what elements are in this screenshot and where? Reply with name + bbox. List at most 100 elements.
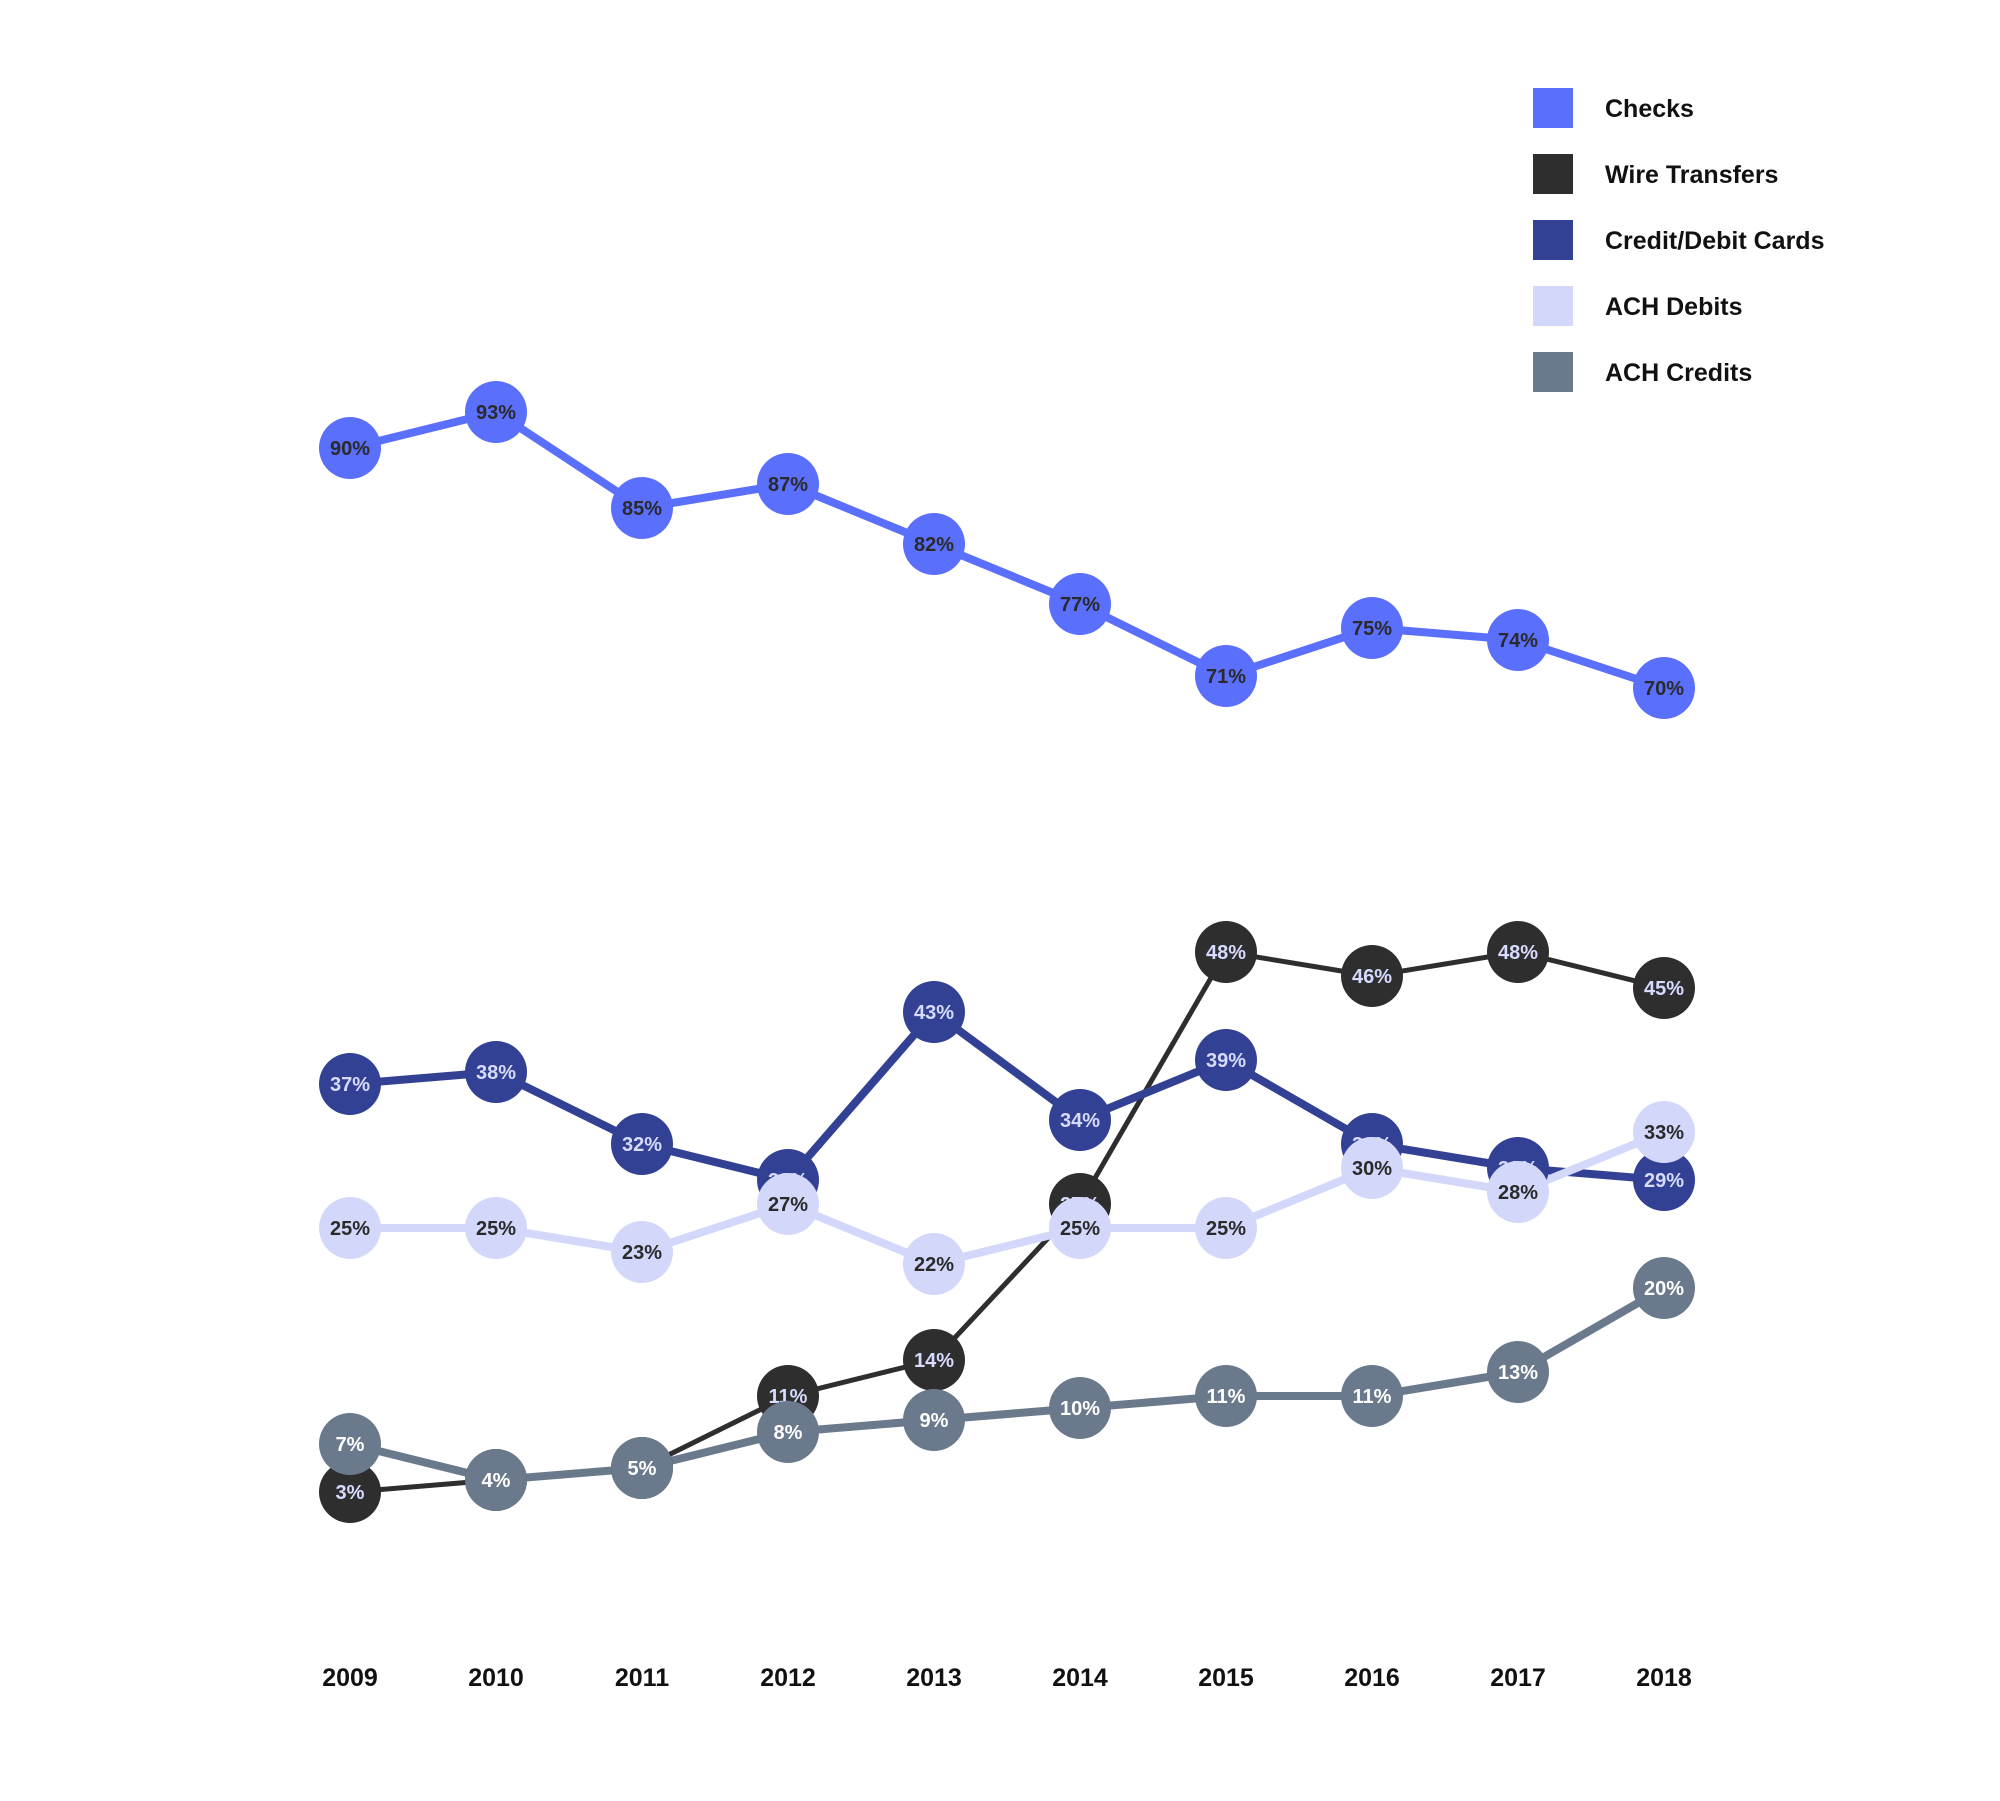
data-point-wire-transfers <box>1487 921 1549 983</box>
data-point-checks <box>1487 609 1549 671</box>
data-label-ach-debits: 25% <box>476 1218 516 1240</box>
data-point-checks <box>319 417 381 479</box>
data-point-ach-debits <box>1049 1197 1111 1259</box>
legend-swatch-ach-debits <box>1533 286 1573 326</box>
x-tick-label: 2011 <box>615 1664 669 1692</box>
legend-label-checks: Checks <box>1605 95 1694 123</box>
data-point-ach-credits <box>611 1437 673 1499</box>
legend: Checks Wire Transfers Credit/Debit Cards AC… <box>1533 88 1824 392</box>
x-tick-label: 2013 <box>906 1664 962 1692</box>
data-label-ach-debits: 25% <box>330 1218 370 1240</box>
data-point-credit-debit-cards <box>1195 1029 1257 1091</box>
data-label-credit-debit-cards: 32% <box>622 1134 662 1156</box>
legend-swatch-checks <box>1533 88 1573 128</box>
data-label-ach-credits: 8% <box>774 1422 803 1444</box>
legend-swatch-wire-transfers <box>1533 154 1573 194</box>
x-tick-label: 2016 <box>1344 1664 1400 1692</box>
data-label-wire-transfers: 48% <box>1206 942 1246 964</box>
data-label-wire-transfers: 48% <box>1498 942 1538 964</box>
data-label-ach-debits: 28% <box>1498 1182 1538 1204</box>
data-point-ach-credits <box>465 1449 527 1511</box>
data-point-ach-credits <box>1487 1341 1549 1403</box>
data-point-ach-credits <box>319 1413 381 1475</box>
data-point-ach-debits <box>757 1173 819 1235</box>
data-label-credit-debit-cards: 38% <box>476 1062 516 1084</box>
data-label-checks: 90% <box>330 438 370 460</box>
data-label-ach-credits: 11% <box>1353 1386 1392 1408</box>
data-point-credit-debit-cards <box>611 1113 673 1175</box>
data-point-ach-credits <box>1195 1365 1257 1427</box>
series-line-ach-credits <box>346 1284 1668 1484</box>
data-point-wire-transfers <box>1195 921 1257 983</box>
data-label-ach-credits: 10% <box>1060 1398 1100 1420</box>
data-label-checks: 82% <box>914 534 954 556</box>
data-label-ach-credits: 5% <box>628 1458 657 1480</box>
data-label-checks: 93% <box>476 402 516 424</box>
data-point-ach-debits <box>903 1233 965 1295</box>
data-label-ach-credits: 4% <box>482 1470 511 1492</box>
data-label-wire-transfers: 46% <box>1352 966 1392 988</box>
series-line-ach-debits <box>346 1128 1668 1268</box>
series-markers: 90% 93% 85% 87% 82% 77% 71% 75% 74% 70% 3% 4% 5% 11% 1… <box>319 381 1695 1523</box>
x-tick-label: 2017 <box>1490 1664 1546 1692</box>
data-label-checks: 71% <box>1206 666 1246 688</box>
series-line-credit-debit-cards <box>346 1008 1668 1184</box>
legend-label-credit-debit-cards: Credit/Debit Cards <box>1605 227 1824 255</box>
x-tick-label: 2015 <box>1198 1664 1254 1692</box>
data-point-checks <box>1049 573 1111 635</box>
data-label-wire-transfers: 45% <box>1644 978 1684 1000</box>
x-tick-label: 2010 <box>468 1664 524 1692</box>
x-tick-label: 2012 <box>760 1664 816 1692</box>
data-point-checks <box>611 477 673 539</box>
data-point-ach-credits <box>757 1401 819 1463</box>
data-point-checks <box>1633 657 1695 719</box>
data-label-checks: 70% <box>1644 678 1684 700</box>
data-label-credit-debit-cards: 37% <box>330 1074 370 1096</box>
data-label-ach-debits: 33% <box>1644 1122 1684 1144</box>
data-point-wire-transfers <box>319 1461 381 1523</box>
series-line-checks <box>346 408 1668 692</box>
data-point-checks <box>1195 645 1257 707</box>
data-point-wire-transfers <box>1633 957 1695 1019</box>
data-point-ach-debits <box>1487 1161 1549 1223</box>
data-label-checks: 77% <box>1060 594 1100 616</box>
data-point-ach-debits <box>1633 1101 1695 1163</box>
data-point-credit-debit-cards <box>1633 1149 1695 1211</box>
legend-label-wire-transfers: Wire Transfers <box>1605 161 1778 189</box>
series-points-ach-credits: 7% 4% 5% 8% 9% 10% 11% 11% 13% 20% <box>319 1257 1695 1511</box>
data-point-ach-credits <box>1341 1365 1403 1427</box>
data-point-ach-debits <box>1341 1137 1403 1199</box>
x-tick-label: 2009 <box>322 1664 378 1692</box>
legend-label-ach-credits: ACH Credits <box>1605 359 1752 387</box>
data-label-credit-debit-cards: 43% <box>914 1002 954 1024</box>
x-tick-label: 2014 <box>1052 1664 1108 1692</box>
data-point-wire-transfers <box>1341 945 1403 1007</box>
data-label-ach-debits: 25% <box>1206 1218 1246 1240</box>
data-label-credit-debit-cards: 34% <box>1060 1110 1100 1132</box>
data-point-checks <box>465 381 527 443</box>
data-point-checks <box>903 513 965 575</box>
data-point-ach-debits <box>465 1197 527 1259</box>
data-label-checks: 87% <box>768 474 808 496</box>
data-point-checks <box>757 453 819 515</box>
data-point-checks <box>1341 597 1403 659</box>
legend-swatch-ach-credits <box>1533 352 1573 392</box>
data-label-ach-debits: 23% <box>622 1242 662 1264</box>
data-label-ach-debits: 22% <box>914 1254 954 1276</box>
data-label-ach-credits: 7% <box>336 1434 365 1456</box>
data-point-ach-credits <box>903 1389 965 1451</box>
data-point-credit-debit-cards <box>1049 1089 1111 1151</box>
data-point-credit-debit-cards <box>465 1041 527 1103</box>
data-label-wire-transfers: 3% <box>336 1482 365 1504</box>
series-lines <box>346 408 1668 1495</box>
x-axis: 2009 2010 2011 2012 2013 2014 2015 2016 2017 2018 <box>322 1664 1692 1692</box>
data-point-ach-debits <box>319 1197 381 1259</box>
data-label-ach-debits: 27% <box>768 1194 808 1216</box>
data-label-checks: 85% <box>622 498 662 520</box>
data-label-wire-transfers: 14% <box>914 1350 954 1372</box>
data-label-credit-debit-cards: 29% <box>1644 1170 1684 1192</box>
legend-label-ach-debits: ACH Debits <box>1605 293 1743 321</box>
data-point-wire-transfers <box>903 1329 965 1391</box>
x-tick-label: 2018 <box>1636 1664 1692 1692</box>
